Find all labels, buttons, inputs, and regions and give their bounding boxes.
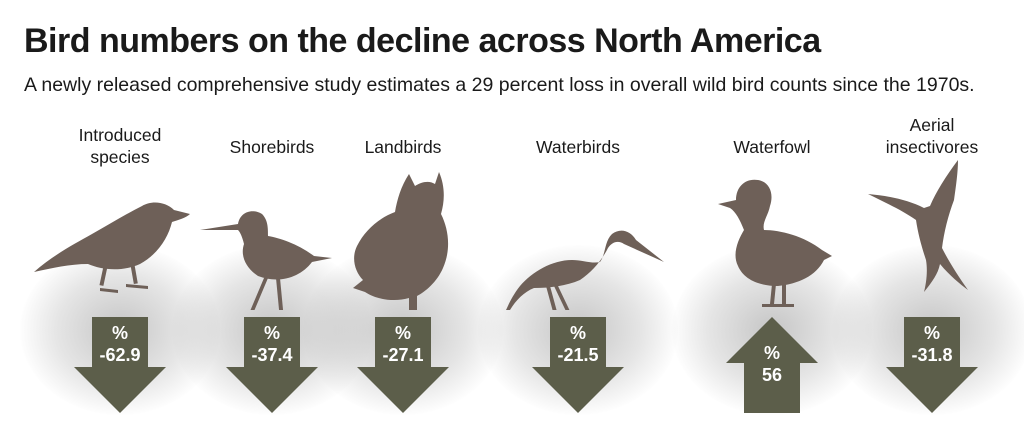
percent-sign: % bbox=[763, 343, 780, 363]
percent-sign: % bbox=[263, 323, 280, 343]
category-label-line: Waterbirds bbox=[536, 137, 620, 157]
category-waterbirds: Waterbirds % -21.5 bbox=[478, 110, 678, 425]
category-label: Waterfowl bbox=[692, 136, 852, 158]
percent-value: % 56 bbox=[692, 342, 852, 386]
category-waterfowl: Waterfowl % 56 bbox=[672, 110, 872, 425]
category-label-line: Landbirds bbox=[364, 137, 442, 157]
category-introduced-species: Introduced species % -62.9 bbox=[20, 110, 220, 425]
percent-sign: % bbox=[569, 323, 586, 343]
decrease-arrow-icon bbox=[226, 317, 318, 413]
category-label-line: insectivores bbox=[885, 137, 979, 157]
decrease-arrow-icon bbox=[74, 317, 166, 413]
percent-value: % -62.9 bbox=[40, 322, 200, 366]
decrease-arrow-icon bbox=[357, 317, 449, 413]
percent-sign: % bbox=[111, 323, 128, 343]
category-label: Landbirds bbox=[323, 136, 483, 158]
percent-sign: % bbox=[394, 323, 411, 343]
percent-value: % -31.8 bbox=[852, 322, 1012, 366]
value-label: 56 bbox=[761, 365, 783, 385]
increase-arrow-icon bbox=[726, 317, 818, 413]
owl-silhouette-icon bbox=[353, 172, 449, 310]
category-label-line: species bbox=[90, 147, 150, 167]
percent-value: % -27.1 bbox=[323, 322, 483, 366]
category-label: Shorebirds bbox=[192, 136, 352, 158]
decrease-arrow-icon bbox=[886, 317, 978, 413]
percent-value: % -37.4 bbox=[192, 322, 352, 366]
category-landbirds: Landbirds % -27.1 bbox=[303, 110, 503, 425]
sandpiper-silhouette-icon bbox=[200, 211, 332, 310]
category-label: Introduced species bbox=[40, 124, 200, 168]
value-label: -37.4 bbox=[251, 345, 293, 365]
category-label: Aerial insectivores bbox=[852, 114, 1012, 158]
duck-silhouette-icon bbox=[718, 179, 832, 307]
decrease-arrow-icon bbox=[532, 317, 624, 413]
starling-silhouette-icon bbox=[34, 202, 190, 293]
percent-value: % -21.5 bbox=[498, 322, 658, 366]
chart-subtitle: A newly released comprehensive study est… bbox=[24, 74, 975, 96]
heron-silhouette-icon bbox=[506, 230, 664, 310]
category-label: Waterbirds bbox=[498, 136, 658, 158]
chart-title: Bird numbers on the decline across North… bbox=[24, 22, 821, 60]
category-label-line: Aerial bbox=[909, 115, 955, 135]
value-label: -31.8 bbox=[911, 345, 953, 365]
category-label-line: Shorebirds bbox=[229, 137, 315, 157]
value-label: -62.9 bbox=[99, 345, 141, 365]
category-label-line: Waterfowl bbox=[733, 137, 811, 157]
category-aerial-insectivores: Aerial insectivores % -31.8 bbox=[832, 110, 1024, 425]
value-label: -27.1 bbox=[382, 345, 424, 365]
swallow-silhouette-icon bbox=[868, 160, 968, 292]
category-label-line: Introduced bbox=[78, 125, 162, 145]
percent-sign: % bbox=[923, 323, 940, 343]
value-label: -21.5 bbox=[557, 345, 599, 365]
